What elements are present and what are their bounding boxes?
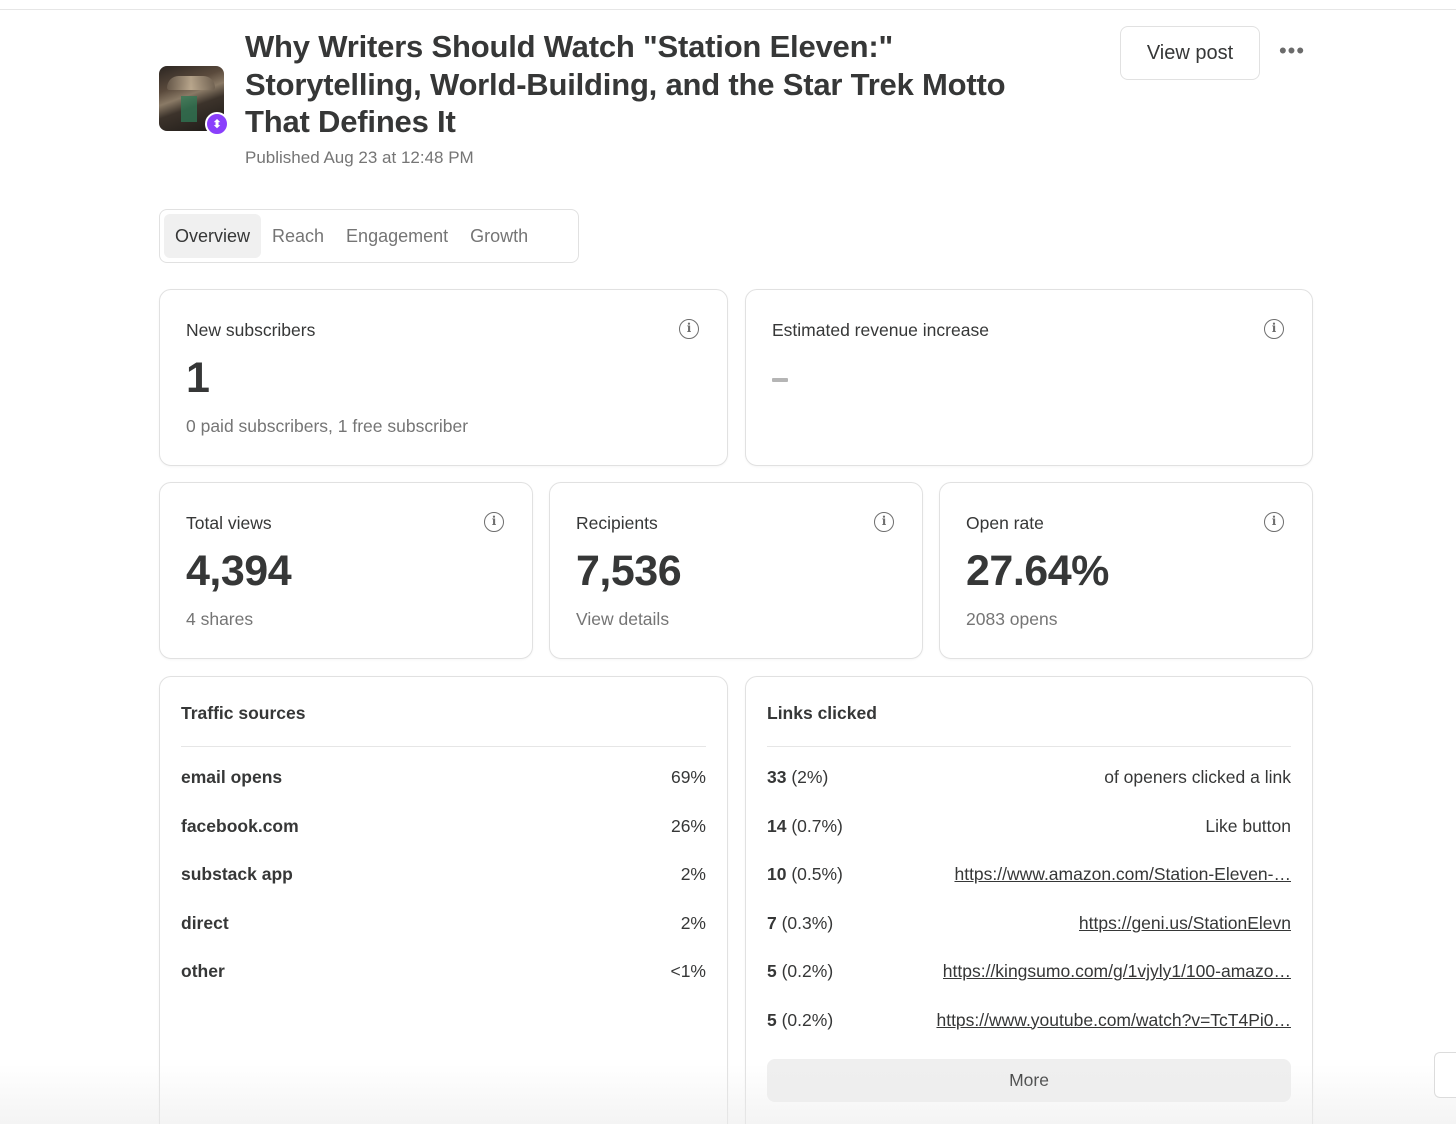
list-item: other <1% <box>181 961 706 1010</box>
info-icon[interactable]: i <box>874 512 894 532</box>
revenue-card: Estimated revenue increase i <box>745 289 1313 466</box>
info-icon[interactable]: i <box>1264 319 1284 339</box>
traffic-source: other <box>181 961 225 981</box>
revenue-label: Estimated revenue increase <box>772 320 989 340</box>
click-count: 7 <box>767 912 777 933</box>
click-percent: (0.5%) <box>791 864 843 884</box>
recipients-value: 7,536 <box>576 547 682 595</box>
link-target: Like button <box>1205 815 1291 836</box>
link-url[interactable]: https://geni.us/StationElevn <box>1078 912 1291 933</box>
total-views-card: Total views i 4,394 4 shares <box>159 482 533 659</box>
list-item: 14 (0.7%) Like button <box>767 816 1291 865</box>
click-count: 5 <box>767 961 777 981</box>
list-item: 33 (2%) of openers clicked a link <box>767 767 1291 816</box>
traffic-source: email opens <box>181 767 283 787</box>
list-item: direct 2% <box>181 913 706 962</box>
traffic-source: substack app <box>181 864 293 884</box>
shares-count: 4 shares <box>186 609 254 629</box>
traffic-sources-card: Traffic sources email opens 69% facebook… <box>159 676 728 1124</box>
list-item: facebook.com 26% <box>181 816 706 865</box>
post-thumbnail <box>159 66 224 131</box>
new-subscribers-value: 1 <box>186 354 210 402</box>
list-item: 10 (0.5%) https://www.amazon.com/Station… <box>767 864 1291 913</box>
link-url[interactable]: https://kingsumo.com/g/1vjyly1/100-amazo… <box>942 961 1291 981</box>
more-links-button[interactable]: More <box>767 1059 1291 1102</box>
tab-engagement[interactable]: Engagement <box>346 226 449 246</box>
links-clicked-title: Links clicked <box>767 703 877 723</box>
open-rate-value: 27.64% <box>966 547 1109 595</box>
info-icon[interactable]: i <box>1264 512 1284 532</box>
divider <box>767 746 1291 747</box>
recipients-card: Recipients i 7,536 View details <box>549 482 923 659</box>
post-header: ⬍ Why Writers Should Watch "Station Elev… <box>159 26 1313 178</box>
click-count: 33 <box>767 767 787 787</box>
info-icon[interactable]: i <box>484 512 504 532</box>
links-clicked-list: 33 (2%) of openers clicked a link 14 (0.… <box>767 767 1291 1058</box>
stats-tabs: Overview Reach Engagement Growth <box>159 209 579 263</box>
post-title: Why Writers Should Watch "Station Eleven… <box>245 29 1006 139</box>
list-item: 5 (0.2%) https://www.youtube.com/watch?v… <box>767 1010 1291 1059</box>
tab-overview[interactable]: Overview <box>164 214 262 258</box>
list-item: substack app 2% <box>181 864 706 913</box>
more-options-icon[interactable]: ••• <box>1278 38 1306 63</box>
click-percent: (0.7%) <box>791 815 843 836</box>
open-rate-card: Open rate i 27.64% 2083 opens <box>939 482 1313 659</box>
traffic-source: facebook.com <box>181 815 299 836</box>
traffic-sources-list: email opens 69% facebook.com 26% substac… <box>181 767 706 1010</box>
list-item: 7 (0.3%) https://geni.us/StationElevn <box>767 913 1291 962</box>
traffic-percent: 26% <box>670 815 706 836</box>
link-url[interactable]: https://www.amazon.com/Station-Eleven-… <box>954 864 1291 884</box>
link-target: of openers clicked a link <box>1104 767 1291 787</box>
click-percent: (0.2%) <box>781 961 834 981</box>
tab-growth[interactable]: Growth <box>470 226 529 246</box>
click-count: 14 <box>767 815 787 836</box>
click-percent: (2%) <box>791 767 829 787</box>
recipients-label: Recipients <box>576 513 658 533</box>
traffic-percent: 2% <box>680 912 706 933</box>
view-details-link[interactable]: View details <box>576 609 670 629</box>
info-icon[interactable]: i <box>679 319 699 339</box>
list-item: email opens 69% <box>181 767 706 816</box>
click-percent: (0.3%) <box>781 912 834 933</box>
traffic-percent: <1% <box>670 961 706 981</box>
divider <box>181 746 706 747</box>
empty-value-dash <box>772 378 788 382</box>
pin-icon: ⬍ <box>205 112 229 136</box>
click-count: 10 <box>767 864 787 884</box>
new-subscribers-label: New subscribers <box>186 320 316 340</box>
new-subscribers-breakdown: 0 paid subscribers, 1 free subscriber <box>186 416 469 436</box>
list-item: 5 (0.2%) https://kingsumo.com/g/1vjyly1/… <box>767 961 1291 1010</box>
total-views-label: Total views <box>186 513 272 533</box>
click-percent: (0.2%) <box>781 1009 834 1030</box>
link-url[interactable]: https://www.youtube.com/watch?v=TcT4Pi0… <box>936 1009 1291 1030</box>
total-views-value: 4,394 <box>186 547 292 595</box>
links-clicked-card: Links clicked 33 (2%) of openers clicked… <box>745 676 1313 1124</box>
click-count: 5 <box>767 1009 777 1030</box>
traffic-sources-title: Traffic sources <box>181 703 306 723</box>
traffic-source: direct <box>181 912 229 933</box>
traffic-percent: 69% <box>670 767 706 787</box>
side-panel-handle[interactable] <box>1434 1052 1456 1098</box>
traffic-percent: 2% <box>680 864 706 884</box>
tab-reach[interactable]: Reach <box>272 226 325 246</box>
open-rate-label: Open rate <box>966 513 1044 533</box>
top-divider <box>0 9 1456 10</box>
new-subscribers-card: New subscribers i 1 0 paid subscribers, … <box>159 289 728 466</box>
view-post-button[interactable]: View post <box>1120 26 1260 80</box>
opens-count: 2083 opens <box>966 609 1058 629</box>
published-date: Published Aug 23 at 12:48 PM <box>245 148 474 167</box>
